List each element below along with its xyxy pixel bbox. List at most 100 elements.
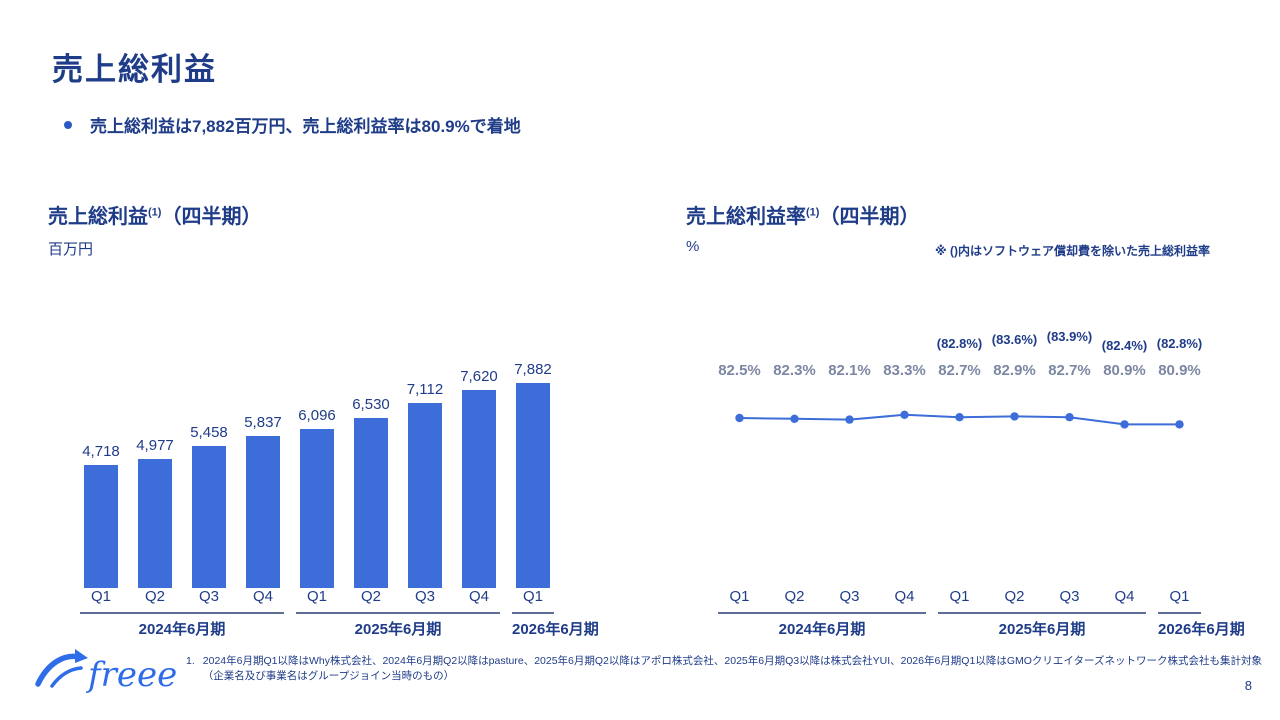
bar-value-label: 6,096 xyxy=(298,407,336,424)
axis-quarter-label: Q3 xyxy=(198,588,219,605)
bar-column: 4,718 xyxy=(74,350,128,588)
axis-fiscal-year-group: 2026年6月期 xyxy=(512,612,599,639)
line-value-label: 82.7% xyxy=(938,362,981,379)
axis-fiscal-year-label: 2024年6月期 xyxy=(138,621,226,638)
bar-value-label: 7,882 xyxy=(514,361,552,378)
axis-quarter-label: Q2 xyxy=(360,588,381,605)
bar-column: 7,882 xyxy=(506,350,560,588)
axis-quarter-label: Q4 xyxy=(1114,588,1135,605)
axis-fiscal-year-group: 2026年6月期 xyxy=(1158,612,1245,639)
bar-column: 7,620 xyxy=(452,350,506,588)
bar-chart-title: 売上総利益(1)（四半期） xyxy=(48,200,628,229)
axis-quarter-label: Q3 xyxy=(414,588,435,605)
bar-chart-unit-label: 百万円 xyxy=(48,241,94,258)
bar xyxy=(246,436,280,588)
line-value-label: 80.9% xyxy=(1158,362,1201,379)
data-point-marker xyxy=(955,413,964,422)
bar-value-label: 7,112 xyxy=(406,381,444,398)
axis-quarter-label: Q2 xyxy=(1004,588,1025,605)
line-value-label: 82.7% xyxy=(1048,362,1091,379)
bar-value-label: 4,977 xyxy=(136,437,174,454)
bar xyxy=(138,459,172,588)
paren-label-row: (82.8%) (83.6%) (83.9%) (82.4%) (82.8%) xyxy=(712,329,1207,353)
paren-label-cell: (82.4%) xyxy=(1097,334,1152,353)
software-amortization-note: ※ ()内はソフトウェア償却費を除いた売上総利益率 xyxy=(935,244,1210,258)
line-value-label: 82.9% xyxy=(993,362,1036,379)
bar-column: 6,096 xyxy=(290,350,344,588)
page-number: 8 xyxy=(1244,678,1252,693)
axis-quarter-label: Q1 xyxy=(522,588,543,605)
axis-fiscal-year-group: 2024年6月期 xyxy=(718,612,926,639)
footnote: 1. 2024年6月期Q1以降はWhy株式会社、2024年6月期Q2以降はpas… xyxy=(186,654,1262,683)
key-message-text: 売上総利益は7,882百万円、売上総利益率は80.9%で着地 xyxy=(90,117,521,136)
axis-group-row: 2024年6月期 2025年6月期 2026年6月期 xyxy=(712,612,1245,639)
value-label-row: 82.5% 82.3% 82.1% 83.3% 82.7% 82.9% 82.7% 80.9%… xyxy=(712,362,1207,379)
footnote-line2: （企業名及び事業名はグループジョイン当時のもの） xyxy=(202,669,455,682)
axis-quarter-label: Q2 xyxy=(784,588,805,605)
axis-fiscal-year-label: 2025年6月期 xyxy=(998,621,1086,638)
axis-fiscal-year-group: 2025年6月期 xyxy=(296,612,500,639)
axis-fiscal-year-group: 2024年6月期 xyxy=(80,612,284,639)
line-chart-title-suffix: （四半期） xyxy=(819,206,920,228)
axis-quarter-row: Q1 Q2 Q3 Q4 Q1 Q2 Q3 Q4 Q1 xyxy=(712,588,1207,612)
bar xyxy=(354,418,388,588)
data-point-marker xyxy=(1065,413,1074,422)
paren-value-label: (83.9%) xyxy=(1046,329,1093,344)
bar-column: 6,530 xyxy=(344,350,398,588)
bar xyxy=(516,383,550,588)
paren-label-cell: (83.9%) xyxy=(1042,329,1097,349)
footnote-line1: 2024年6月期Q1以降はWhy株式会社、2024年6月期Q2以降はpastur… xyxy=(202,655,1262,667)
key-message: 売上総利益は7,882百万円、売上総利益率は80.9%で着地 xyxy=(64,112,521,137)
axis-quarter-label: Q4 xyxy=(468,588,489,605)
axis-quarter-label: Q3 xyxy=(839,588,860,605)
line-chart-unit-label: % xyxy=(686,238,700,255)
bar-chart-title-suffix: （四半期） xyxy=(161,206,262,228)
line-value-label: 83.3% xyxy=(883,362,926,379)
axis-quarter-label: Q1 xyxy=(306,588,327,605)
bar-chart-x-axis: Q1 Q2 Q3 Q4 Q1 Q2 Q3 Q4 Q1 2024年6月期 2025年6月期 2026年6… xyxy=(74,588,599,639)
bar-column: 5,458 xyxy=(182,350,236,588)
axis-fiscal-year-label: 2025年6月期 xyxy=(354,621,442,638)
axis-quarter-label: Q4 xyxy=(894,588,915,605)
data-point-marker xyxy=(1120,420,1129,429)
paren-value-label: (83.6%) xyxy=(991,332,1038,347)
bar xyxy=(84,465,118,588)
axis-quarter-label: Q1 xyxy=(949,588,970,605)
data-point-marker xyxy=(790,414,799,423)
value-label-cell: 82.1% xyxy=(822,362,877,379)
page-title: 売上総利益 xyxy=(52,52,217,87)
paren-label-cell xyxy=(767,334,822,349)
data-point-marker xyxy=(735,413,744,423)
bar-value-label: 5,458 xyxy=(190,424,228,441)
axis-fiscal-year-label: 2024年6月期 xyxy=(778,621,866,638)
bar xyxy=(408,403,442,588)
line-chart-title: 売上総利益率(1)（四半期） xyxy=(686,200,1252,229)
axis-quarter-label: Q4 xyxy=(252,588,273,605)
bar-value-label: 6,530 xyxy=(352,396,390,413)
value-label-cell: 82.7% xyxy=(932,362,987,379)
axis-quarter-label: Q1 xyxy=(90,588,111,605)
gross-profit-bar-chart-section: 売上総利益(1)（四半期） 百万円 4,718 4,977 5,458 5,837 6,… xyxy=(48,200,628,650)
bar-value-label: 7,620 xyxy=(460,368,498,385)
line-chart-title-main: 売上総利益率 xyxy=(686,206,806,228)
paren-value-label: (82.8%) xyxy=(1156,336,1203,351)
bar-column: 5,837 xyxy=(236,350,290,588)
data-point-marker xyxy=(900,410,909,419)
axis-quarter-row: Q1 Q2 Q3 Q4 Q1 Q2 Q3 Q4 Q1 xyxy=(74,588,560,612)
value-label-cell: 82.7% xyxy=(1042,362,1097,379)
line-value-label: 80.9% xyxy=(1103,362,1146,379)
bar-column: 7,112 xyxy=(398,350,452,588)
paren-label-cell: (83.6%) xyxy=(987,332,1042,349)
line-chart-x-axis: Q1 Q2 Q3 Q4 Q1 Q2 Q3 Q4 Q1 2024年6月期 2025年6月期 2026年6… xyxy=(712,588,1245,639)
paren-value-label: (82.8%) xyxy=(936,336,983,351)
paren-label-cell: (82.8%) xyxy=(1152,334,1207,351)
bar-chart-title-main: 売上総利益 xyxy=(48,206,148,228)
margin-line-plot xyxy=(735,410,1184,429)
bar-plot-area: 4,718 4,977 5,458 5,837 6,096 6,530 7,112 7,620… xyxy=(74,350,560,588)
axis-quarter-label: Q2 xyxy=(144,588,165,605)
value-label-cell: 80.9% xyxy=(1097,362,1152,379)
logo-swoosh-lower-icon xyxy=(50,666,83,688)
axis-fiscal-year-label: 2026年6月期 xyxy=(512,621,599,638)
paren-label-cell xyxy=(712,334,767,349)
axis-quarter-label: Q1 xyxy=(1169,588,1190,605)
